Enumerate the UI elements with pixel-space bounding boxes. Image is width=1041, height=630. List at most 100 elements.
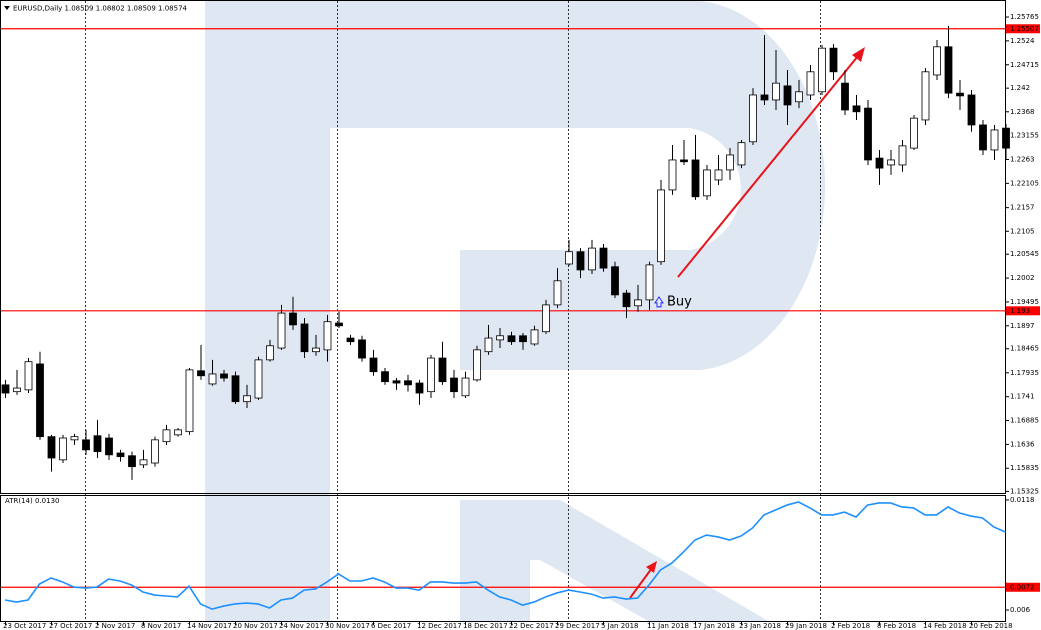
candle-body <box>933 46 941 76</box>
watermark <box>205 1 826 622</box>
y-tick-label: 1.1636 <box>1010 440 1035 448</box>
x-tick-label: 2 Nov 2017 <box>95 622 135 630</box>
separators <box>85 1 821 622</box>
y-tick-label: 1.2524 <box>1010 37 1035 45</box>
candle-body <box>323 321 332 351</box>
y-tick-label: 1.1741 <box>1010 393 1035 401</box>
candle-body <box>875 157 884 169</box>
candle-body <box>680 159 688 163</box>
x-tick-label: 23 Jan 2018 <box>739 622 781 630</box>
y-tick-label: 1.20545 <box>1010 250 1039 258</box>
candle-body <box>530 329 539 345</box>
candle-body <box>645 264 654 301</box>
x-tick-label: 11 Jan 2018 <box>647 622 689 630</box>
candle-body <box>358 339 366 359</box>
y-tick-label: 1.24715 <box>1010 61 1039 69</box>
candle-body <box>243 395 251 403</box>
price-frame <box>0 0 1006 494</box>
candle-body <box>461 377 470 397</box>
candle-body <box>553 280 562 306</box>
symbol-icon <box>4 6 10 10</box>
atr-line <box>4 501 1006 610</box>
x-tick-label: 30 Nov 2017 <box>325 622 370 630</box>
arrow-head <box>852 47 865 62</box>
candle-body <box>783 85 792 106</box>
candle-body <box>162 429 171 443</box>
atr-frame <box>0 495 1006 622</box>
y-tick-label: 1.1897 <box>1010 322 1035 330</box>
y-tick-label: 1.19495 <box>1010 298 1039 306</box>
x-tick-label: 14 Nov 2017 <box>187 622 232 630</box>
candle-body <box>36 363 44 438</box>
x-tick-label: 20 Nov 2017 <box>233 622 278 630</box>
y-tick-label: 0.0118 <box>1010 496 1035 504</box>
arrow-head <box>646 561 657 573</box>
candle-body <box>887 159 895 166</box>
candle-body <box>277 312 286 349</box>
candle-body <box>841 82 849 111</box>
candle-body <box>772 82 780 101</box>
x-tick-label: 17 Jan 2018 <box>693 622 735 630</box>
y-tick-label: 1.18465 <box>1010 345 1039 353</box>
candle-body <box>24 361 33 391</box>
candle-body <box>266 345 274 361</box>
x-tick-label: 12 Dec 2017 <box>417 622 462 630</box>
candle-body <box>737 142 746 166</box>
trend-arrow <box>629 47 865 599</box>
candle-body <box>657 189 665 263</box>
y-tick-label: 1.2105 <box>1010 227 1035 235</box>
candle-body <box>473 349 481 381</box>
candle-body <box>967 94 976 126</box>
candle-body <box>990 129 999 151</box>
arrow-shaft <box>629 567 653 599</box>
candle-body <box>599 247 608 269</box>
candle-body <box>542 304 550 333</box>
candle-body <box>116 452 125 458</box>
candle-body <box>220 373 228 379</box>
candle-body <box>59 437 67 461</box>
level-label-box <box>1006 582 1040 592</box>
candle-body <box>611 266 619 296</box>
candle-body <box>1002 127 1010 149</box>
candle-body <box>864 107 872 161</box>
candle-body <box>346 337 355 343</box>
candle-body <box>404 380 412 386</box>
candle-body <box>956 92 964 97</box>
frames <box>0 0 1006 622</box>
x-tick-label: 2 Feb 2018 <box>831 622 870 630</box>
candle-body <box>852 105 861 113</box>
candle-body <box>1 384 10 394</box>
level-label: 1.25507 <box>1010 25 1039 33</box>
x-tick-label: 6 Dec 2017 <box>371 622 411 630</box>
y-tick-label: 1.2002 <box>1010 274 1035 282</box>
candle-body <box>128 455 136 468</box>
candle-body <box>231 375 240 403</box>
candle-body <box>910 117 918 149</box>
candle-body <box>576 251 585 271</box>
x-tick-label: 20 Feb 2018 <box>969 622 1013 630</box>
candle-body <box>289 312 297 326</box>
candle-body <box>392 380 401 384</box>
candle-body <box>565 251 573 265</box>
candle-body <box>703 169 711 197</box>
level-label-box <box>1006 306 1040 316</box>
arrow-shaft <box>677 55 859 278</box>
x-tick-label: 22 Dec 2017 <box>509 622 554 630</box>
candle-body <box>898 145 907 166</box>
candle-body <box>829 47 838 73</box>
candle-body <box>105 437 113 456</box>
level-label: 0.0072 <box>1010 583 1035 591</box>
candle-body <box>622 292 631 308</box>
y-tick-label: 1.2157 <box>1010 204 1035 212</box>
candle-body <box>484 337 493 353</box>
candle-body <box>795 91 803 103</box>
y-tick-label: 1.2263 <box>1010 155 1035 163</box>
candle-body <box>450 377 458 393</box>
x-tick-label: 24 Nov 2017 <box>279 622 324 630</box>
x-tick-label: 14 Feb 2018 <box>923 622 967 630</box>
candle-body <box>47 436 56 459</box>
candle-body <box>82 439 90 451</box>
y-tick-label: 1.15835 <box>1010 464 1039 472</box>
candle-body <box>726 154 734 171</box>
